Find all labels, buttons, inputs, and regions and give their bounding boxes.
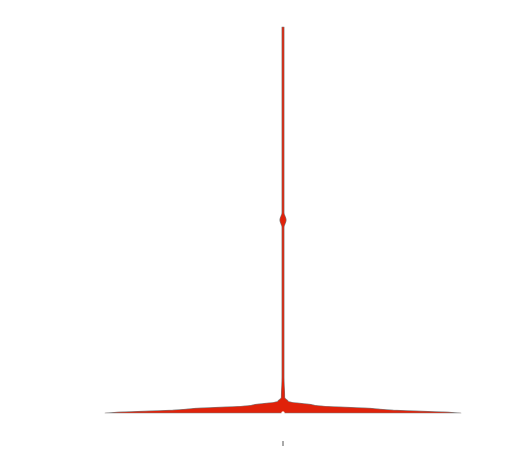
median-marker — [281, 411, 285, 415]
plot-group — [104, 26, 462, 446]
violin-body — [104, 26, 462, 414]
